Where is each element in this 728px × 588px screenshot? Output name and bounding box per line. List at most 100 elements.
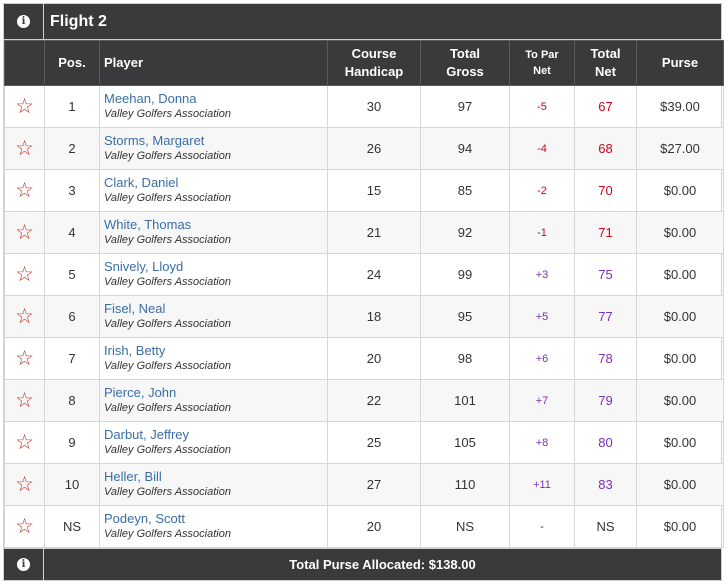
to-par-net-cell: +5 [509,295,575,338]
player-name-link[interactable]: Pierce, John [104,385,177,400]
position-cell: 3 [44,169,100,212]
total-net-cell: 68 [574,127,637,170]
total-gross-cell: 85 [420,169,510,212]
header-player[interactable]: Player [99,40,328,86]
favorite-star-icon[interactable]: ☆ [4,463,45,506]
player-cell: Clark, Daniel Valley Golfers Association [99,169,328,212]
club-name: Valley Golfers Association [104,402,231,414]
position-cell: 1 [44,85,100,128]
player-cell: Darbut, Jeffrey Valley Golfers Associatio… [99,421,328,464]
club-name: Valley Golfers Association [104,486,231,498]
favorite-star-icon[interactable]: ☆ [4,85,45,128]
favorite-star-icon[interactable]: ☆ [4,379,45,422]
title-info-button[interactable]: i [4,4,44,39]
position-cell: 9 [44,421,100,464]
header-total-net[interactable]: Total Net [574,40,637,86]
player-name-link[interactable]: Meehan, Donna [104,91,197,106]
total-gross-cell: 94 [420,127,510,170]
table-row: ☆ 3 Clark, Daniel Valley Golfers Associatio… [4,169,724,212]
info-icon: i [17,558,30,571]
player-name-link[interactable]: Storms, Margaret [104,133,205,148]
table-row: ☆ 1 Meehan, Donna Valley Golfers Associatio… [4,85,724,128]
player-name-link[interactable]: White, Thomas [104,217,192,232]
course-handicap-cell: 15 [327,169,421,212]
to-par-net-cell: +3 [509,253,575,296]
header-total-gross[interactable]: Total Gross [420,40,510,86]
favorite-star-icon[interactable]: ☆ [4,505,45,548]
total-gross-cell: 105 [420,421,510,464]
course-handicap-cell: 30 [327,85,421,128]
total-gross-cell: 101 [420,379,510,422]
total-gross-cell: 98 [420,337,510,380]
total-net-cell: 67 [574,85,637,128]
player-cell: Meehan, Donna Valley Golfers Association [99,85,328,128]
to-par-net-cell: +7 [509,379,575,422]
club-name: Valley Golfers Association [104,360,231,372]
favorite-star-icon[interactable]: ☆ [4,421,45,464]
table-header-row: Pos. Player Course Handicap Total Gross To… [4,40,724,86]
total-gross-cell: 110 [420,463,510,506]
table-row: ☆ 6 Fisel, Neal Valley Golfers Association 1… [4,295,724,338]
total-net-cell: 77 [574,295,637,338]
club-name: Valley Golfers Association [104,150,231,162]
course-handicap-cell: 26 [327,127,421,170]
favorite-star-icon[interactable]: ☆ [4,211,45,254]
total-gross-cell: 92 [420,211,510,254]
player-name-link[interactable]: Snively, Lloyd [104,259,184,274]
total-net-cell: 78 [574,337,637,380]
to-par-net-cell: -5 [509,85,575,128]
table-row: ☆ 4 White, Thomas Valley Golfers Associatio… [4,211,724,254]
table-row: ☆ 9 Darbut, Jeffrey Valley Golfers Associat… [4,421,724,464]
player-cell: White, Thomas Valley Golfers Association [99,211,328,254]
header-to-par-net[interactable]: To Par Net [509,40,575,86]
total-net-cell: 71 [574,211,637,254]
course-handicap-cell: 24 [327,253,421,296]
position-cell: NS [44,505,100,548]
position-cell: 7 [44,337,100,380]
player-name-link[interactable]: Podeyn, Scott [104,511,185,526]
player-name-link[interactable]: Fisel, Neal [104,301,166,316]
course-handicap-cell: 20 [327,505,421,548]
club-name: Valley Golfers Association [104,444,231,456]
header-pos[interactable]: Pos. [44,40,100,86]
favorite-star-icon[interactable]: ☆ [4,253,45,296]
position-cell: 4 [44,211,100,254]
player-cell: Heller, Bill Valley Golfers Association [99,463,328,506]
total-net-cell: 80 [574,421,637,464]
position-cell: 5 [44,253,100,296]
purse-cell: $0.00 [636,295,724,338]
course-handicap-cell: 22 [327,379,421,422]
position-cell: 6 [44,295,100,338]
purse-cell: $0.00 [636,505,724,548]
header-purse[interactable]: Purse [636,40,724,86]
player-cell: Pierce, John Valley Golfers Association [99,379,328,422]
player-cell: Fisel, Neal Valley Golfers Association [99,295,328,338]
total-gross-cell: 99 [420,253,510,296]
favorite-star-icon[interactable]: ☆ [4,127,45,170]
player-name-link[interactable]: Heller, Bill [104,469,162,484]
player-cell: Storms, Margaret Valley Golfers Associati… [99,127,328,170]
position-cell: 2 [44,127,100,170]
total-net-cell: 70 [574,169,637,212]
favorite-star-icon[interactable]: ☆ [4,337,45,380]
total-net-cell: 79 [574,379,637,422]
player-name-link[interactable]: Clark, Daniel [104,175,179,190]
flight-title-bar: i Flight 2 [4,4,721,40]
position-cell: 10 [44,463,100,506]
footer-info-button[interactable]: i [4,549,44,580]
purse-cell: $0.00 [636,463,724,506]
player-name-link[interactable]: Irish, Betty [104,343,166,358]
player-name-link[interactable]: Darbut, Jeffrey [104,427,190,442]
favorite-star-icon[interactable]: ☆ [4,169,45,212]
header-course-handicap[interactable]: Course Handicap [327,40,421,86]
favorite-star-icon[interactable]: ☆ [4,295,45,338]
total-gross-cell: NS [420,505,510,548]
to-par-net-cell: - [509,505,575,548]
to-par-net-cell: -4 [509,127,575,170]
purse-cell: $27.00 [636,127,724,170]
course-handicap-cell: 20 [327,337,421,380]
purse-cell: $0.00 [636,211,724,254]
to-par-net-cell: -2 [509,169,575,212]
table-row: ☆ NS Podeyn, Scott Valley Golfers Associati… [4,505,724,548]
club-name: Valley Golfers Association [104,528,231,540]
